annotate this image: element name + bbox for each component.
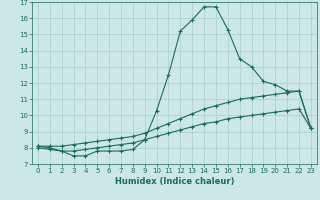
X-axis label: Humidex (Indice chaleur): Humidex (Indice chaleur) xyxy=(115,177,234,186)
